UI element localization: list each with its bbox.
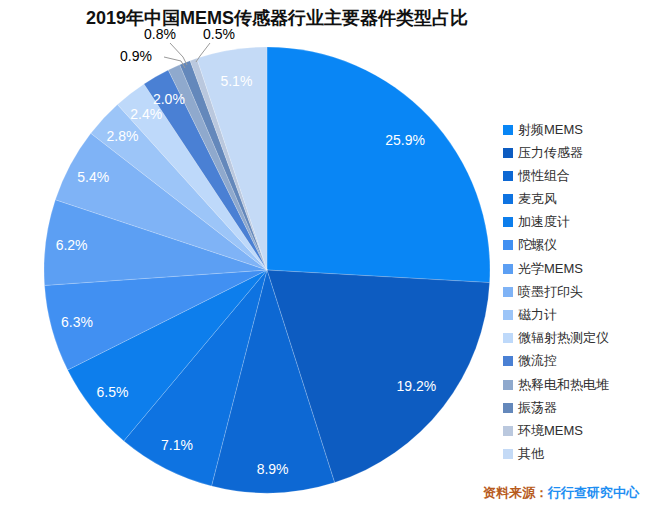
legend-swatch-2	[503, 171, 513, 181]
legend-swatch-0	[503, 125, 513, 135]
legend-item-7: 喷墨打印头	[503, 285, 609, 298]
legend-swatch-13	[503, 426, 513, 436]
legend-item-10: 微流控	[503, 355, 609, 368]
legend-swatch-14	[503, 449, 513, 459]
legend-item-9: 微辐射热测定仪	[503, 332, 609, 345]
legend-item-1: 压力传感器	[503, 146, 609, 159]
source-name: 行行查研究中心	[548, 485, 639, 500]
pie-label-14: 5.1%	[220, 73, 252, 89]
legend-item-12: 振荡器	[503, 401, 609, 414]
legend-item-5: 陀螺仪	[503, 239, 609, 252]
legend-item-8: 磁力计	[503, 309, 609, 322]
chart-title: 2019年中国MEMS传感器行业主要器件类型占比	[86, 6, 468, 30]
pie-label-3: 7.1%	[161, 437, 193, 453]
legend-label-3: 麦克风	[518, 190, 557, 208]
legend-item-11: 热释电和热电堆	[503, 378, 609, 391]
legend-swatch-3	[503, 194, 513, 204]
legend-swatch-8	[503, 310, 513, 320]
legend-swatch-6	[503, 264, 513, 274]
legend-swatch-9	[503, 333, 513, 343]
legend-label-2: 惯性组合	[518, 167, 570, 185]
legend-item-13: 环境MEMS	[503, 424, 609, 437]
pie-label-5: 6.3%	[61, 314, 93, 330]
legend-item-4: 加速度计	[503, 216, 609, 229]
legend-label-11: 热释电和热电堆	[518, 376, 609, 394]
legend-swatch-1	[503, 148, 513, 158]
pie-label-10: 2.0%	[153, 91, 185, 107]
legend-swatch-10	[503, 356, 513, 366]
pie-label-0: 25.9%	[385, 132, 425, 148]
legend-swatch-7	[503, 287, 513, 297]
legend-label-4: 加速度计	[518, 213, 570, 231]
source-label: 资料来源：	[483, 485, 548, 500]
legend-swatch-12	[503, 403, 513, 413]
legend-item-0: 射频MEMS	[503, 123, 609, 136]
pie-label-7: 5.4%	[77, 169, 109, 185]
legend-label-1: 压力传感器	[518, 144, 583, 162]
legend-label-6: 光学MEMS	[518, 260, 583, 278]
legend-label-0: 射频MEMS	[518, 121, 583, 139]
legend-item-14: 其他	[503, 448, 609, 461]
legend-label-12: 振荡器	[518, 399, 557, 417]
legend-label-10: 微流控	[518, 352, 557, 370]
pie-slice-0	[267, 47, 490, 283]
legend-label-13: 环境MEMS	[518, 422, 583, 440]
pie-label-6: 6.2%	[56, 237, 88, 253]
legend-label-7: 喷墨打印头	[518, 283, 583, 301]
legend-label-9: 微辐射热测定仪	[518, 329, 609, 347]
legend-item-3: 麦克风	[503, 193, 609, 206]
source-note: 资料来源：行行查研究中心	[483, 484, 639, 502]
pie-label-2: 8.9%	[257, 461, 289, 477]
legend-swatch-11	[503, 380, 513, 390]
legend-item-2: 惯性组合	[503, 169, 609, 182]
legend-item-6: 光学MEMS	[503, 262, 609, 275]
pie-label-1: 19.2%	[396, 378, 436, 394]
legend-swatch-5	[503, 240, 513, 250]
legend-label-5: 陀螺仪	[518, 236, 557, 254]
legend: 射频MEMS 压力传感器惯性组合麦克风加速度计陀螺仪光学MEMS 喷墨打印头磁力计微…	[503, 123, 609, 471]
pie-label-9: 2.4%	[130, 106, 162, 122]
leader-line-12	[170, 43, 187, 65]
chart-figure: 2019年中国MEMS传感器行业主要器件类型占比 25.9% 19.2% 8.9% 7…	[0, 0, 649, 522]
legend-swatch-4	[503, 217, 513, 227]
pie-label-8: 2.8%	[107, 128, 139, 144]
pie-label-4: 6.5%	[97, 384, 129, 400]
pie-label-11: 0.9%	[120, 48, 152, 64]
legend-label-8: 磁力计	[518, 306, 557, 324]
legend-label-14: 其他	[518, 445, 544, 463]
